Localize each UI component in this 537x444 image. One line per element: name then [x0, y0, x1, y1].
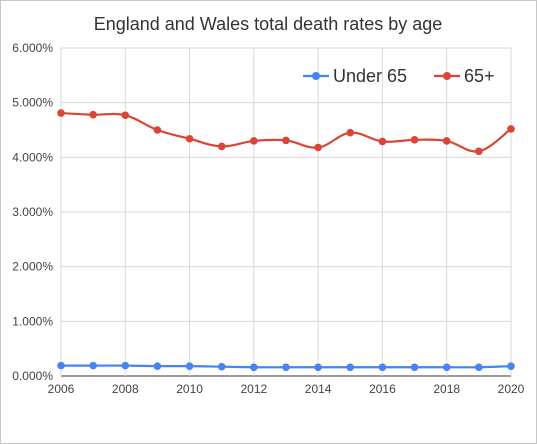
data-point [346, 363, 355, 372]
data-point [346, 128, 355, 137]
y-tick-label: 4.000% [12, 150, 53, 164]
legend-label: 65+ [464, 66, 495, 86]
legend-swatch-dot [443, 72, 451, 80]
data-point [89, 110, 97, 119]
legend: Under 65 65+ [303, 66, 495, 86]
legend-swatch-dot [312, 72, 320, 80]
axes: 0.000% 1.000% 2.000% 3.000% 4.000% 5.000% 6.00… [12, 41, 524, 396]
data-point [378, 137, 387, 146]
data-point [282, 363, 290, 372]
x-tick-label: 2020 [498, 382, 525, 396]
x-tick-label: 2006 [48, 382, 75, 396]
x-tick-label: 2010 [176, 382, 203, 396]
x-tick-label: 2014 [305, 382, 332, 396]
data-point [475, 363, 483, 372]
data-point [475, 147, 483, 156]
data-point [250, 363, 258, 372]
data-point [314, 363, 322, 372]
data-point [282, 136, 290, 145]
x-tick-label: 2012 [241, 382, 268, 396]
legend-item: 65+ [434, 66, 495, 86]
x-tick-label: 2018 [433, 382, 460, 396]
data-point [410, 363, 419, 372]
gridlines [60, 47, 512, 377]
chart-title: England and Wales total death rates by a… [94, 14, 443, 34]
y-tick-label: 3.000% [12, 205, 53, 219]
data-point [153, 362, 162, 370]
y-tick-label: 6.000% [12, 41, 53, 55]
data-point [217, 142, 226, 151]
y-tick-label: 5.000% [12, 96, 53, 110]
data-point [442, 137, 451, 145]
series-line [60, 111, 512, 153]
legend-item: Under 65 [303, 66, 407, 86]
y-tick-label: 0.000% [12, 369, 53, 383]
x-tick-label: 2008 [112, 382, 139, 396]
y-tick-label: 2.000% [12, 260, 53, 274]
data-point [507, 125, 515, 133]
data-point [121, 361, 130, 370]
data-point [121, 111, 130, 120]
data-point [57, 109, 65, 117]
data-point [153, 126, 162, 134]
series-65-plus [57, 109, 515, 156]
data-point [378, 363, 387, 372]
series-under-65 [57, 361, 515, 372]
data-point [185, 362, 194, 370]
data-point [217, 362, 226, 371]
data-point [442, 363, 451, 372]
data-point [314, 143, 322, 152]
data-point [250, 137, 258, 145]
data-point [507, 362, 515, 370]
data-point [185, 134, 194, 143]
legend-label: Under 65 [333, 66, 407, 86]
data-point [89, 361, 97, 370]
series-lines [57, 109, 515, 372]
data-point [57, 361, 65, 370]
data-point [410, 136, 419, 144]
y-tick-label: 1.000% [12, 314, 53, 328]
x-tick-label: 2016 [369, 382, 396, 396]
